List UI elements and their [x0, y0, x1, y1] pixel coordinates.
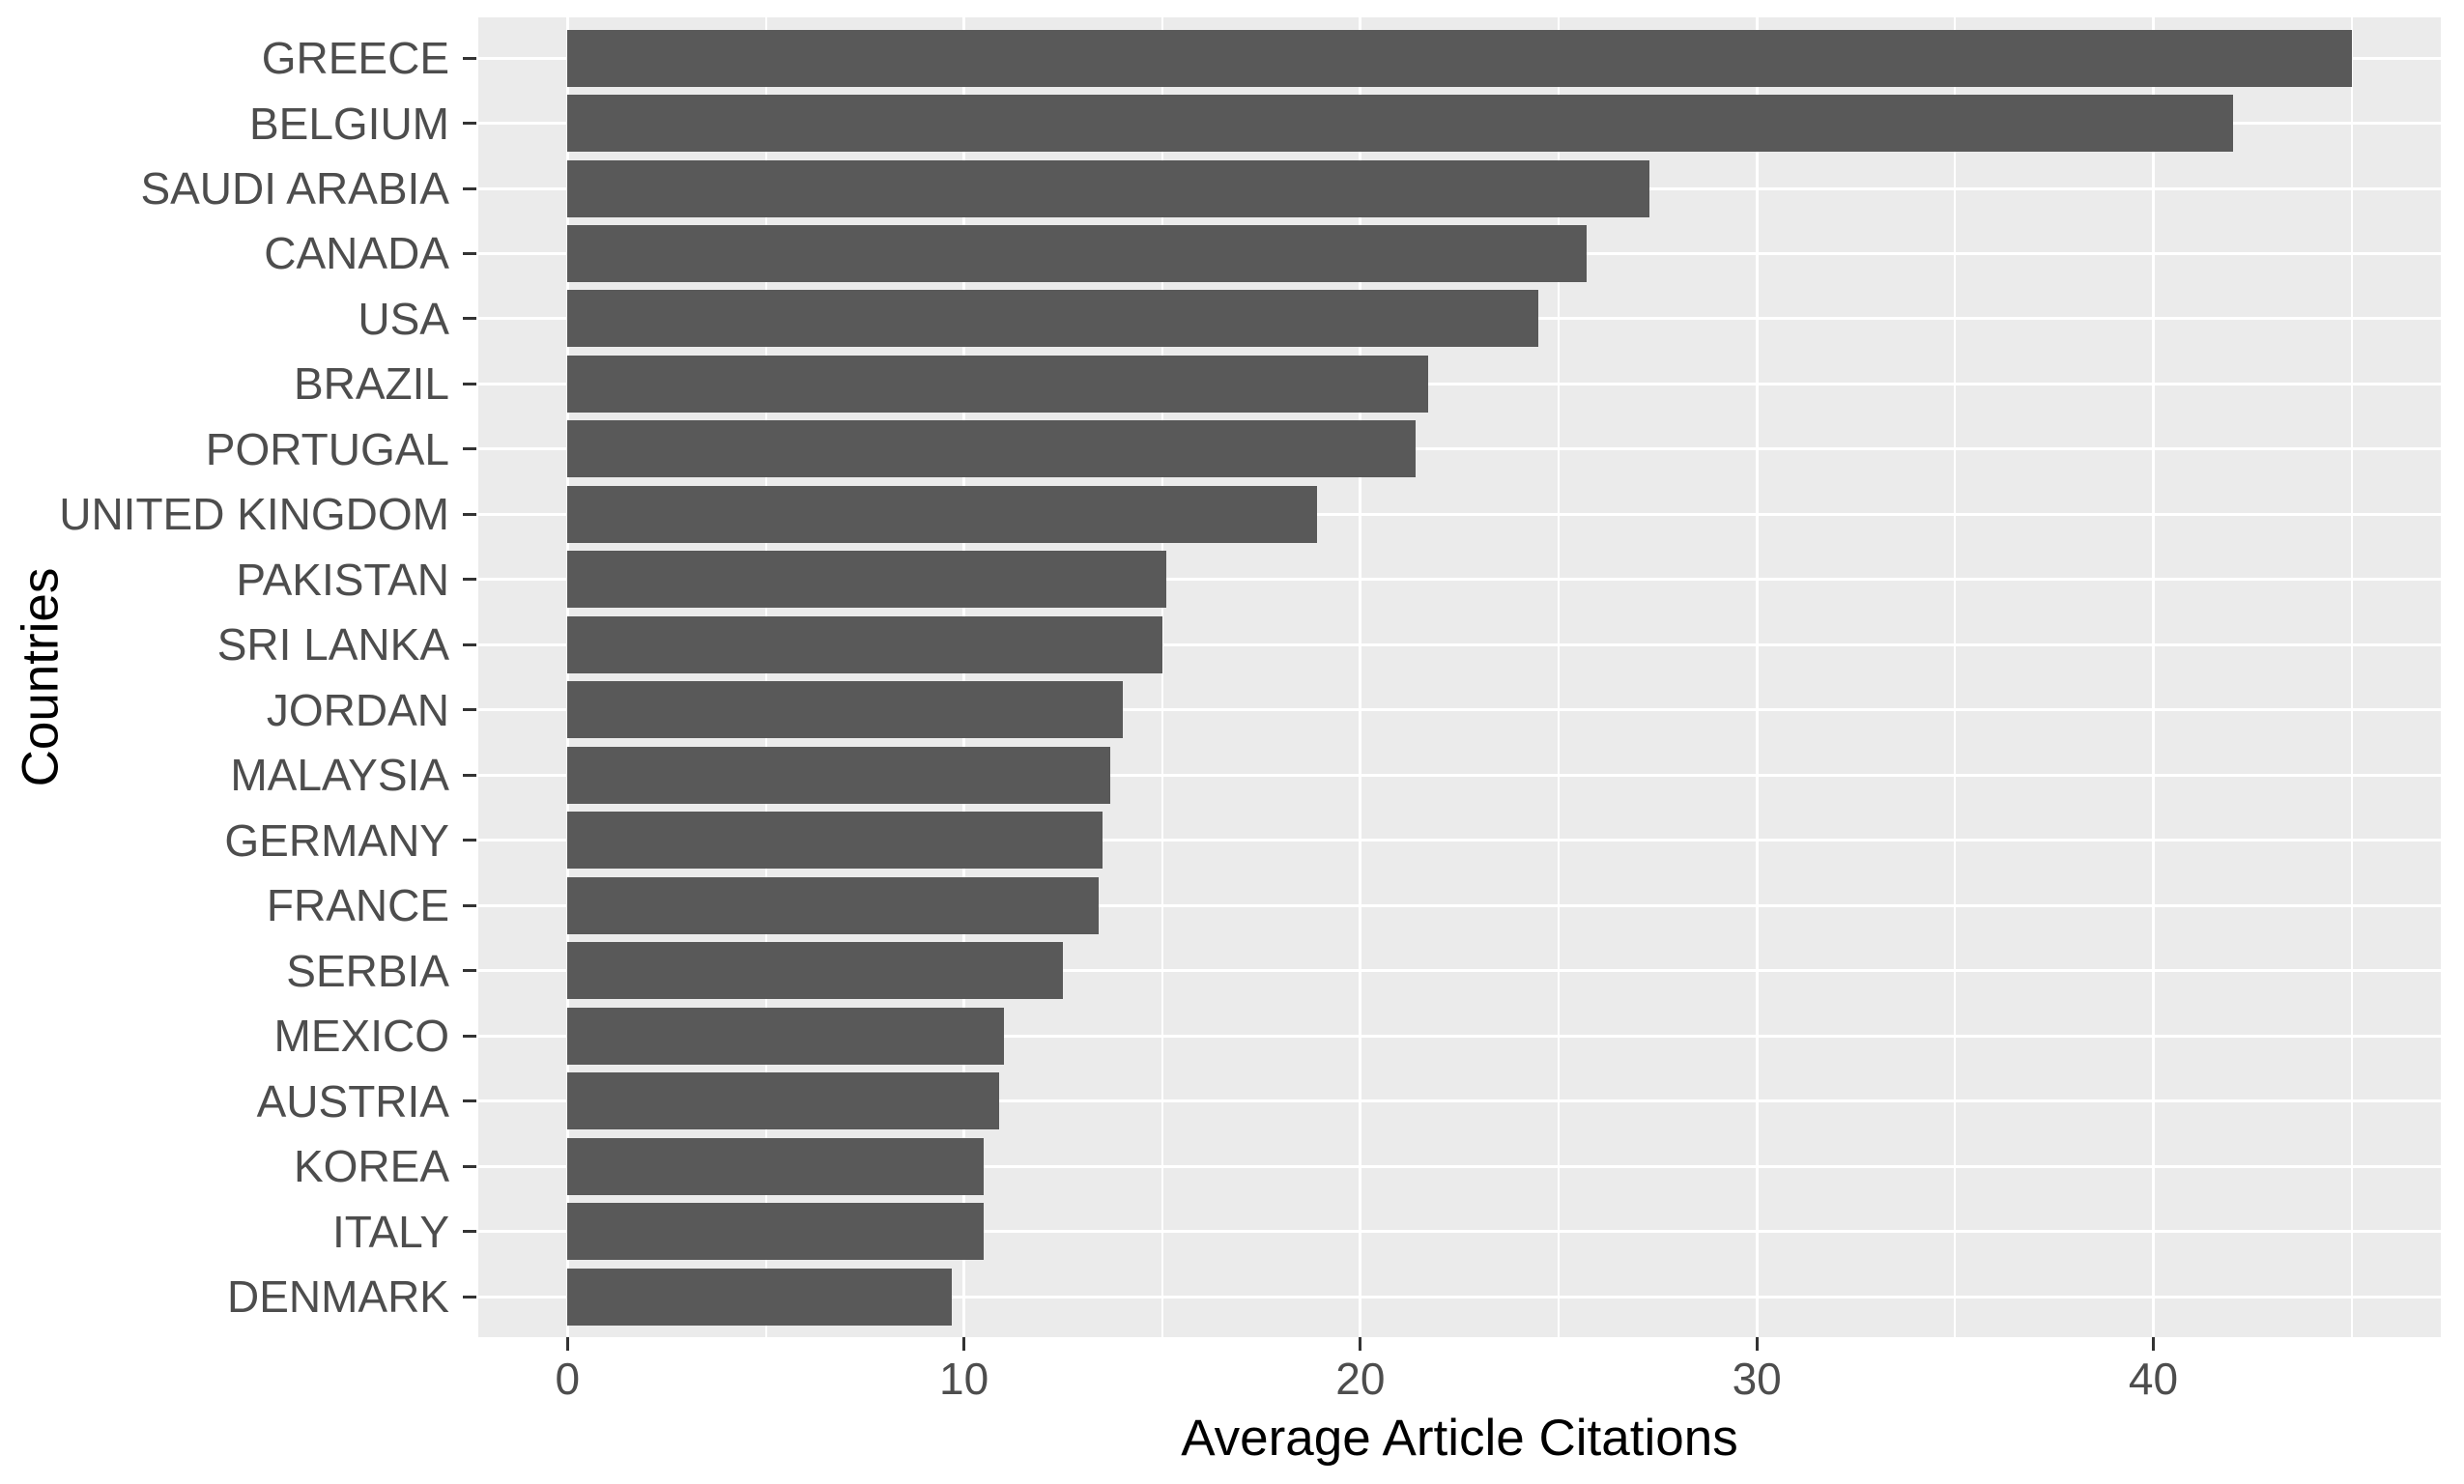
bar [567, 485, 1317, 543]
y-tick-label: SAUDI ARABIA [140, 163, 449, 214]
y-tick [463, 642, 476, 646]
x-axis-title: Average Article Citations [1181, 1410, 1738, 1467]
y-tick-label: MEXICO [273, 1011, 449, 1062]
y-tick-label: SERBIA [286, 945, 449, 996]
y-tick [463, 708, 476, 712]
gridline-major-horizontal [478, 969, 2441, 973]
gridline-major-vertical [2152, 17, 2155, 1337]
y-tick [463, 1164, 476, 1168]
x-tick-label: 20 [1335, 1354, 1386, 1404]
y-tick [463, 447, 476, 451]
y-tick-label: PORTUGAL [205, 423, 449, 474]
y-tick [463, 1295, 476, 1298]
y-tick [463, 773, 476, 777]
x-tick [1359, 1337, 1362, 1351]
bar [567, 876, 1100, 934]
y-tick [463, 839, 476, 842]
x-tick [1755, 1337, 1759, 1351]
bar [567, 29, 2352, 87]
y-tick [463, 903, 476, 907]
y-tick-label: UNITED KINGDOM [59, 489, 449, 540]
gridline-major-vertical [1359, 17, 1362, 1337]
gridline-major-horizontal [478, 578, 2441, 582]
x-tick [962, 1337, 966, 1351]
gridline-major-vertical [1755, 17, 1759, 1337]
gridline-minor-vertical [1160, 17, 1163, 1337]
gridline-major-horizontal [478, 708, 2441, 712]
gridline-major-vertical [962, 17, 966, 1337]
gridline-major-horizontal [478, 773, 2441, 777]
x-tick [2152, 1337, 2155, 1351]
x-tick-label: 40 [2128, 1354, 2179, 1404]
y-tick-label: JORDAN [266, 684, 449, 735]
y-tick [463, 382, 476, 385]
bar [567, 551, 1166, 609]
y-tick [463, 1034, 476, 1038]
gridline-major-horizontal [478, 642, 2441, 646]
bar [567, 1268, 953, 1326]
gridline-major-horizontal [478, 903, 2441, 907]
bar [567, 95, 2233, 152]
gridline-major-horizontal [478, 447, 2441, 451]
bar [567, 1072, 1000, 1130]
y-tick [463, 122, 476, 125]
y-tick [463, 317, 476, 321]
gridline-major-horizontal [478, 1164, 2441, 1168]
gridline-major-vertical [565, 17, 569, 1337]
bar [567, 224, 1587, 282]
x-tick-label: 10 [939, 1354, 989, 1404]
y-tick [463, 512, 476, 516]
bar [567, 942, 1064, 1000]
y-tick-label: ITALY [332, 1206, 449, 1257]
bar [567, 812, 1103, 870]
bar [567, 290, 1539, 348]
bar [567, 1137, 985, 1195]
gridline-minor-vertical [1954, 17, 1957, 1337]
y-tick-label: AUSTRIA [256, 1075, 449, 1127]
gridline-major-horizontal [478, 1230, 2441, 1233]
plot-panel [478, 17, 2441, 1337]
y-tick-label: PAKISTAN [236, 554, 449, 605]
y-tick-label: SRI LANKA [216, 619, 449, 671]
bar [567, 746, 1111, 804]
y-tick-label: KOREA [293, 1141, 449, 1191]
bar [567, 1203, 985, 1260]
y-tick-label: GERMANY [224, 814, 449, 866]
gridline-minor-vertical [2350, 17, 2353, 1337]
gridline-major-horizontal [478, 1295, 2441, 1298]
bar [567, 355, 1428, 413]
y-tick-label: USA [358, 293, 449, 344]
y-tick-label: DENMARK [226, 1271, 449, 1322]
y-tick-label: BRAZIL [293, 358, 449, 410]
x-tick [565, 1337, 569, 1351]
gridline-major-horizontal [478, 382, 2441, 385]
y-tick-label: FRANCE [266, 880, 449, 931]
gridline-minor-vertical [764, 17, 767, 1337]
y-tick [463, 56, 476, 60]
gridline-minor-vertical [1558, 17, 1561, 1337]
gridline-major-horizontal [478, 512, 2441, 516]
gridline-major-horizontal [478, 839, 2441, 842]
y-tick-label: MALAYSIA [230, 750, 449, 801]
gridline-major-horizontal [478, 1034, 2441, 1038]
bar [567, 615, 1162, 673]
bar [567, 159, 1650, 217]
y-tick-label: CANADA [264, 228, 449, 279]
x-tick-label: 30 [1732, 1354, 1782, 1404]
gridline-major-horizontal [478, 1099, 2441, 1103]
bar [567, 420, 1417, 478]
y-tick [463, 969, 476, 973]
y-tick [463, 251, 476, 255]
y-tick [463, 578, 476, 582]
x-tick-label: 0 [555, 1354, 581, 1404]
y-tick [463, 1099, 476, 1103]
y-tick [463, 1230, 476, 1233]
y-tick-label: BELGIUM [248, 98, 449, 149]
bar [567, 1007, 1004, 1065]
y-tick-label: GREECE [261, 33, 449, 83]
y-tick [463, 186, 476, 190]
bar [567, 681, 1123, 739]
